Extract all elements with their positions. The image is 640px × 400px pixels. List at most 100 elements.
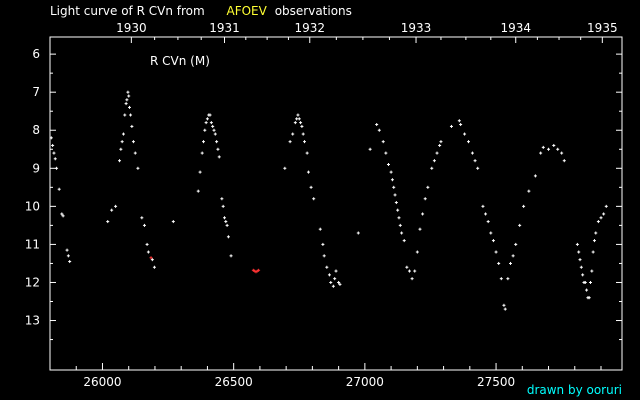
year-label: 1933	[401, 21, 432, 35]
data-point	[66, 254, 70, 258]
data-point	[596, 220, 600, 224]
data-point	[375, 123, 379, 127]
data-point	[200, 151, 204, 155]
data-point	[390, 178, 394, 182]
data-point	[301, 132, 305, 136]
data-point	[309, 185, 313, 189]
data-point	[119, 147, 123, 151]
data-point	[467, 140, 471, 144]
data-point	[503, 307, 507, 311]
data-point	[552, 143, 556, 147]
chart-title: Light curve of R CVn from AFOEV observat…	[50, 4, 352, 18]
data-point	[426, 185, 430, 189]
data-point	[129, 113, 133, 117]
data-point	[209, 121, 213, 125]
data-point	[470, 151, 474, 155]
data-point	[421, 212, 425, 216]
data-point	[486, 220, 490, 224]
data-point	[430, 166, 434, 170]
x-tick-label: 27000	[346, 375, 384, 389]
data-point	[127, 94, 131, 98]
data-point	[196, 189, 200, 193]
data-point	[140, 216, 144, 220]
data-point	[338, 282, 342, 286]
data-point	[293, 121, 297, 125]
year-label: 1934	[500, 21, 531, 35]
data-point	[489, 231, 493, 235]
data-point	[150, 258, 154, 262]
data-point	[381, 140, 385, 144]
data-point	[591, 250, 595, 254]
data-point	[413, 269, 417, 273]
data-point	[457, 119, 461, 123]
data-point	[432, 159, 436, 163]
data-point	[257, 268, 261, 272]
data-point	[133, 151, 137, 155]
y-axis-magnitude: 6 7 8 9 10 11 12 13	[25, 47, 622, 341]
data-point	[65, 248, 69, 252]
data-point	[220, 197, 224, 201]
data-point	[394, 201, 398, 205]
data-point	[205, 117, 209, 121]
data-point	[321, 242, 325, 246]
data-point	[125, 98, 129, 102]
data-point	[449, 124, 453, 128]
data-point	[560, 151, 564, 155]
y-tick-label: 8	[32, 123, 40, 137]
data-point	[575, 242, 579, 246]
data-point	[224, 220, 228, 224]
data-point	[68, 260, 72, 264]
data-point	[201, 140, 205, 144]
data-point	[590, 269, 594, 273]
data-point	[377, 128, 381, 132]
data-point	[306, 170, 310, 174]
credit-text: drawn by ooruri	[526, 383, 622, 397]
data-point	[204, 121, 208, 125]
data-point	[463, 132, 467, 136]
x-tick-label: 26000	[83, 375, 121, 389]
data-point	[514, 242, 518, 246]
data-point	[473, 159, 477, 163]
data-point	[384, 151, 388, 155]
title-prefix: Light curve of R CVn from	[50, 4, 205, 18]
data-point	[484, 212, 488, 216]
data-point	[407, 269, 411, 273]
data-point	[295, 117, 299, 121]
data-point	[602, 212, 606, 216]
data-point	[121, 132, 125, 136]
data-point	[491, 239, 495, 243]
title-suffix: observations	[274, 4, 352, 18]
year-label: 1931	[209, 21, 240, 35]
data-point	[508, 261, 512, 265]
data-point	[106, 220, 110, 224]
y-tick-label: 13	[25, 314, 40, 328]
data-point	[288, 140, 292, 144]
data-point	[128, 105, 132, 109]
data-point	[581, 273, 585, 277]
top-axis-years: 1930 1931 1932 1933 1934 1935	[116, 21, 618, 43]
data-point	[325, 265, 329, 269]
data-point	[547, 147, 551, 151]
data-point	[299, 121, 303, 125]
plot-frame	[49, 36, 623, 371]
data-point	[562, 159, 566, 163]
data-point	[51, 143, 55, 147]
data-point	[57, 187, 61, 191]
data-point	[589, 280, 593, 284]
data-point	[402, 239, 406, 243]
data-point	[438, 143, 442, 147]
data-point	[222, 216, 226, 220]
data-point	[527, 189, 531, 193]
data-point	[599, 216, 603, 220]
data-point	[212, 128, 216, 132]
data-point	[476, 166, 480, 170]
data-point	[142, 223, 146, 227]
data-point	[541, 145, 545, 149]
data-point	[604, 204, 608, 208]
data-point	[114, 204, 118, 208]
data-point	[400, 231, 404, 235]
x-axis-julian-date: 26000 26500 27000 27500	[49, 363, 602, 389]
data-point	[225, 223, 229, 227]
data-point	[283, 166, 287, 170]
data-point	[118, 159, 122, 163]
